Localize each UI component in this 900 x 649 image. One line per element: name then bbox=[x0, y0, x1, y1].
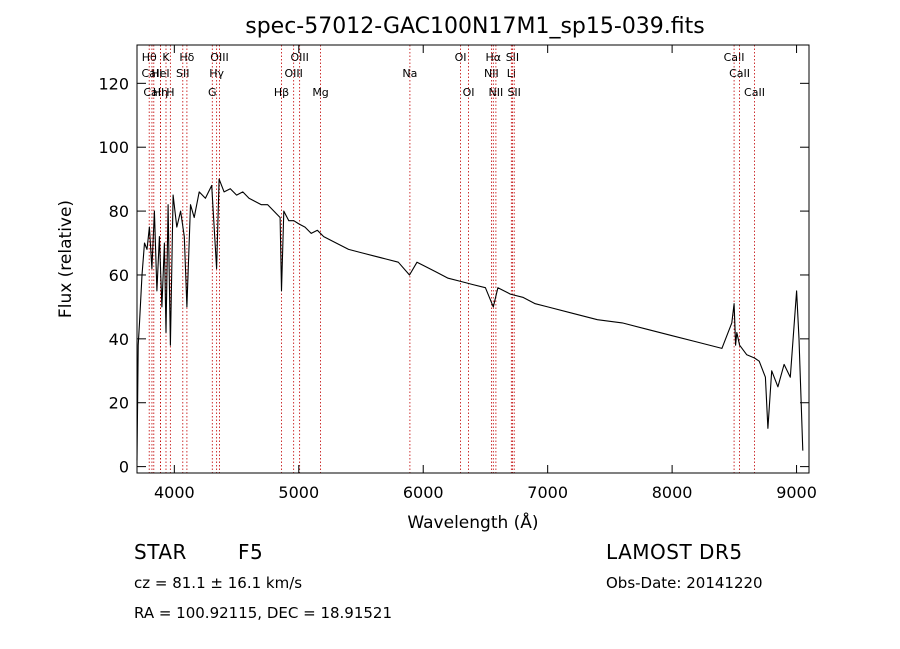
line-label-5: HeI bbox=[151, 67, 169, 80]
line-label-13: OIII bbox=[290, 51, 308, 64]
line-label-2: CaII bbox=[143, 86, 164, 99]
line-label-1: CaII bbox=[141, 67, 162, 80]
y-tick-label-80: 80 bbox=[109, 202, 129, 221]
redshift-text: cz = 81.1 ± 16.1 km/s bbox=[134, 574, 303, 592]
y-tick-label-100: 100 bbox=[98, 138, 129, 157]
line-label-7: Hδ bbox=[179, 51, 194, 64]
y-tick-label-0: 0 bbox=[119, 458, 129, 477]
line-label-25: CaII bbox=[724, 51, 745, 64]
line-label-4: K bbox=[162, 51, 170, 64]
spectrum-series-0 bbox=[136, 178, 804, 461]
y-axis-label: Flux (relative) bbox=[56, 200, 76, 318]
survey-name: LAMOST DR5 bbox=[606, 540, 743, 564]
x-tick-label-9000: 9000 bbox=[776, 483, 817, 502]
line-label-26: CaII bbox=[729, 67, 750, 80]
x-tick-label-6000: 6000 bbox=[403, 483, 444, 502]
object-class: STAR bbox=[134, 540, 187, 564]
x-axis-label: Wavelength (Å) bbox=[407, 511, 538, 533]
line-label-9: OIII bbox=[210, 51, 228, 64]
line-label-10: Hγ bbox=[209, 67, 224, 80]
x-tick-label-7000: 7000 bbox=[527, 483, 568, 502]
line-label-14: OIII bbox=[284, 67, 302, 80]
chart-title: spec-57012-GAC100N17M1_sp15-039.fits bbox=[245, 14, 705, 39]
line-label-21: NII bbox=[489, 86, 504, 99]
line-label-24: SII bbox=[507, 86, 520, 99]
line-label-23: Li bbox=[507, 67, 516, 80]
x-tick-label-5000: 5000 bbox=[278, 483, 319, 502]
line-label-16: Na bbox=[402, 67, 417, 80]
obs-date: Obs-Date: 20141220 bbox=[606, 574, 763, 592]
x-tick-label-8000: 8000 bbox=[652, 483, 693, 502]
y-tick-label-120: 120 bbox=[98, 74, 129, 93]
line-label-20: NII bbox=[484, 67, 499, 80]
line-label-3: Hη bbox=[153, 86, 168, 99]
y-tick-label-60: 60 bbox=[109, 266, 129, 285]
line-label-15: Mg bbox=[312, 86, 328, 99]
line-label-18: OI bbox=[463, 86, 475, 99]
line-label-22: SII bbox=[506, 51, 519, 64]
object-subclass: F5 bbox=[238, 540, 264, 564]
coordinates: RA = 100.92115, DEC = 18.91521 bbox=[134, 604, 393, 622]
line-label-8: SII bbox=[176, 67, 189, 80]
y-tick-label-20: 20 bbox=[109, 394, 129, 413]
line-label-27: CaII bbox=[744, 86, 765, 99]
plot-frame bbox=[136, 44, 810, 474]
y-tick-label-40: 40 bbox=[109, 330, 129, 349]
line-label-11: G bbox=[208, 86, 217, 99]
line-label-12: Hβ bbox=[274, 86, 289, 99]
line-label-17: OI bbox=[455, 51, 467, 64]
line-label-0: Hθ bbox=[142, 51, 157, 64]
x-tick-label-4000: 4000 bbox=[154, 483, 195, 502]
line-label-19: Hα bbox=[486, 51, 502, 64]
line-label-6: H bbox=[166, 86, 174, 99]
